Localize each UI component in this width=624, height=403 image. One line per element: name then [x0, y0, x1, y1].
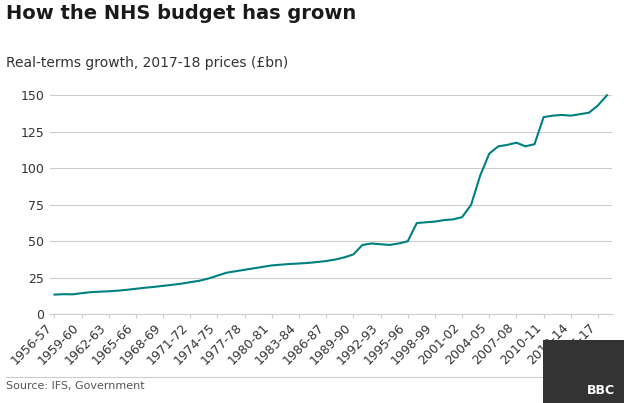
- Text: Source: IFS, Government: Source: IFS, Government: [6, 381, 145, 391]
- Text: BBC: BBC: [587, 384, 615, 397]
- Text: Real-terms growth, 2017-18 prices (£bn): Real-terms growth, 2017-18 prices (£bn): [6, 56, 288, 71]
- Text: How the NHS budget has grown: How the NHS budget has grown: [6, 4, 356, 23]
